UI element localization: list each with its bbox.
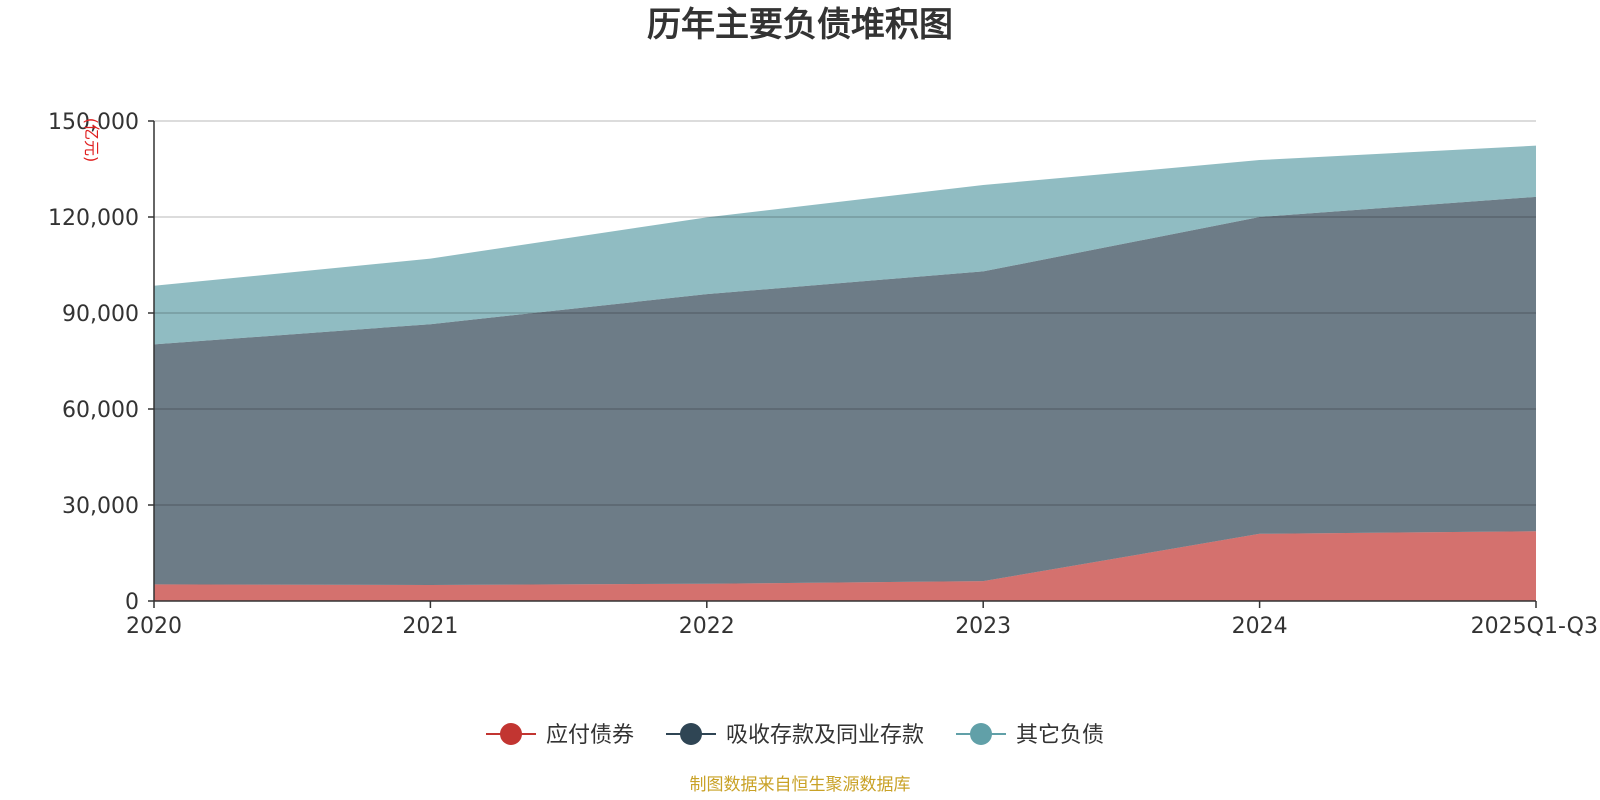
x-tick-label: 2025Q1-Q3 (1471, 614, 1598, 639)
legend-label: 其它负债 (1016, 723, 1104, 748)
legend-marker (970, 723, 992, 745)
legend-item-2[interactable]: 吸收存款及同业存款 (666, 723, 924, 748)
legend-label: 吸收存款及同业存款 (726, 723, 924, 748)
x-tick-label: 2023 (955, 614, 1011, 639)
chart-title: 历年主要负债堆积图 (647, 5, 953, 45)
x-tick-label: 2024 (1232, 614, 1288, 639)
y-tick-label: 90,000 (62, 302, 139, 327)
legend-label: 应付债券 (546, 723, 634, 748)
legend-item-3[interactable]: 其它负债 (956, 723, 1104, 748)
y-tick-label: 30,000 (62, 494, 139, 519)
area-series-2 (154, 196, 1536, 585)
y-tick-label: 60,000 (62, 398, 139, 423)
y-tick-label: 150,000 (48, 110, 139, 135)
y-axis-unit: (亿元) (82, 118, 101, 163)
y-tick-label: 0 (125, 590, 139, 615)
area-series (154, 145, 1536, 601)
x-tick-label: 2021 (402, 614, 458, 639)
legend: 应付债券 吸收存款及同业存款 其它负债 (486, 723, 1104, 748)
x-tick-label: 2020 (126, 614, 182, 639)
area-series-3 (154, 145, 1536, 345)
axes: 0 30,000 60,000 90,000 120,000 150,000 2020 202… (48, 110, 1598, 639)
y-tick-label: 120,000 (48, 206, 139, 231)
legend-marker (680, 723, 702, 745)
x-tick-label: 2022 (679, 614, 735, 639)
legend-item-1[interactable]: 应付债券 (486, 723, 634, 748)
data-source-note: 制图数据来自恒生聚源数据库 (690, 775, 911, 795)
grid-lines (154, 120, 1536, 506)
legend-marker (500, 723, 522, 745)
area-series-1 (154, 531, 1536, 601)
